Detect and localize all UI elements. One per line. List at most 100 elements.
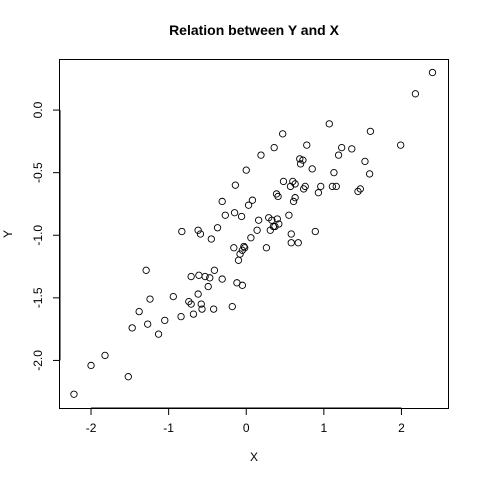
data-point [257,151,265,159]
data-point [194,290,202,298]
data-point [135,307,143,316]
data-point [411,90,420,98]
data-point [317,182,325,191]
data-point [236,250,244,258]
data-point [218,197,226,206]
data-point [70,390,78,398]
data-point [238,281,247,289]
x-tick-label: 1 [320,421,327,435]
data-point [279,130,287,138]
data-point [185,297,193,306]
data-point [354,187,362,196]
data-point [124,373,132,381]
data-point [348,145,356,153]
data-point [228,302,236,311]
data-point [273,215,281,223]
data-point [291,194,299,202]
data-point [301,182,309,191]
data-point [231,181,240,189]
data-point [289,177,297,186]
data-point [287,239,295,247]
data-point [240,242,248,251]
data-point [299,156,307,164]
chart-title: Relation between Y and X [169,22,340,38]
data-point [161,316,169,325]
data-point [196,230,205,238]
data-point [311,227,319,236]
data-point [291,180,299,188]
data-point [255,216,263,224]
data-point [428,68,437,77]
data-point [221,211,229,219]
data-point [87,361,95,370]
data-point [247,234,255,242]
data-point [101,351,109,360]
x-tick-label: 2 [398,421,405,435]
y-tick-label: 0.0 [31,101,45,118]
y-tick-label: -1.0 [31,225,45,246]
data-point [303,141,311,149]
data-point [230,209,239,217]
data-point [361,157,369,166]
data-point [287,230,295,238]
data-point [332,182,340,191]
data-point [169,292,177,301]
data-point [241,244,249,252]
x-tick-label: -2 [86,421,97,435]
y-tick-label: -0.5 [31,162,45,183]
x-tick-label: -1 [163,421,174,435]
data-point [142,266,150,274]
y-tick-label: -2.0 [31,350,45,371]
y-tick-label: -1.5 [31,287,45,308]
data-point [238,246,247,254]
data-point [294,239,302,247]
data-point [296,160,305,168]
data-point [338,143,346,152]
data-point [201,272,209,281]
data-point [187,300,195,308]
data-point [325,120,333,128]
data-point [207,235,215,243]
data-point [128,324,136,332]
data-point [366,127,375,136]
data-point [271,222,279,231]
data-point [330,169,338,177]
data-point [274,192,282,201]
data-point [314,189,323,197]
data-point [144,320,152,328]
data-point [244,201,253,209]
data-point [356,185,364,193]
x-axis: -2 -1 0 1 2 [86,407,405,435]
data-points [70,68,437,398]
y-axis: -2.0 -1.5 -1.0 -0.5 0.0 [31,101,61,371]
data-point [296,155,304,163]
data-point [328,182,337,191]
data-point [178,227,186,236]
data-point [270,143,278,152]
data-point [397,141,405,149]
data-point [218,275,226,283]
data-point [146,295,154,303]
data-point [262,244,271,252]
data-point [308,165,316,173]
data-point [242,166,250,174]
data-point [237,212,246,221]
data-point [213,224,222,232]
data-point [204,282,212,291]
data-point [189,310,198,318]
y-axis-label: Y [1,230,15,238]
data-point [253,226,261,234]
data-point [230,244,238,252]
data-point [365,170,374,178]
data-point [206,274,214,282]
data-point [334,151,343,159]
data-point [154,330,163,338]
data-point [198,305,206,313]
data-point [275,220,283,228]
data-point [209,305,218,313]
x-tick-label: 0 [243,421,250,435]
data-point [210,266,219,274]
data-point [248,196,257,204]
